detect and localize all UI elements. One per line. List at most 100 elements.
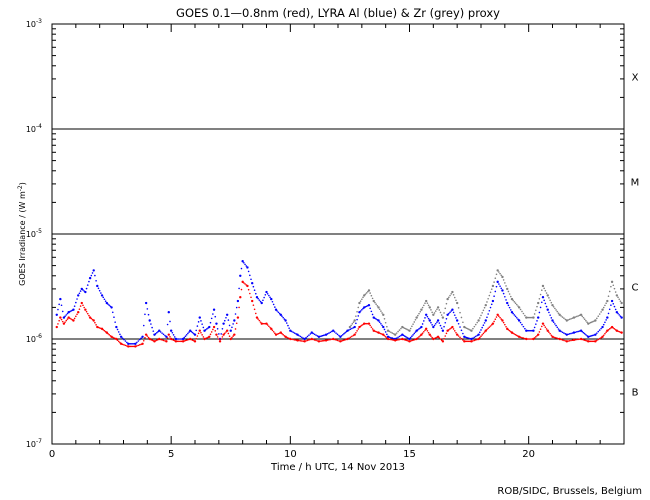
data-point	[377, 319, 380, 322]
data-dot	[66, 312, 69, 315]
data-dot	[188, 331, 190, 333]
data-dot	[423, 320, 425, 322]
data-dot	[530, 338, 532, 340]
data-dot	[108, 304, 110, 307]
data-point	[587, 340, 590, 343]
data-dot	[560, 338, 562, 341]
data-dot	[526, 338, 529, 340]
data-dot	[482, 332, 485, 335]
data-dot	[604, 321, 606, 324]
data-dot	[582, 316, 585, 319]
data-dot	[489, 306, 492, 309]
data-dot	[85, 287, 88, 290]
flare-class-labels: B C M X	[631, 73, 640, 399]
data-dot	[238, 306, 240, 309]
data-dot	[405, 328, 407, 330]
data-dot	[298, 334, 300, 337]
data-dot	[388, 338, 391, 341]
data-dot	[412, 323, 414, 325]
data-dot	[380, 322, 382, 325]
data-dot	[146, 308, 149, 310]
data-dot	[384, 336, 387, 338]
data-dot	[502, 321, 505, 324]
data-dot	[482, 324, 485, 327]
data-dot	[612, 284, 615, 287]
data-dot	[403, 327, 406, 330]
data-dot	[162, 333, 165, 336]
data-point	[594, 333, 597, 336]
data-point	[428, 319, 431, 322]
data-dot	[371, 313, 374, 316]
data-dot	[526, 316, 529, 319]
data-point	[229, 337, 232, 341]
data-point	[601, 335, 604, 338]
data-dot	[288, 327, 290, 329]
data-dot	[592, 340, 594, 343]
data-dot	[196, 335, 199, 337]
data-dot	[540, 325, 543, 328]
data-dot	[107, 303, 109, 305]
data-dot	[568, 339, 571, 342]
y-tick-label-3: 10-3	[26, 18, 42, 29]
data-dot	[597, 330, 600, 333]
data-dot	[602, 334, 605, 337]
data-point	[551, 303, 554, 307]
data-dot	[427, 331, 430, 334]
y-axis-label-close: )	[18, 182, 27, 185]
data-point	[367, 322, 371, 325]
data-dot	[494, 290, 497, 293]
data-dot	[570, 317, 572, 320]
data-point	[386, 337, 390, 341]
data-dot	[519, 336, 522, 339]
data-dot	[517, 318, 519, 320]
data-dot	[563, 332, 565, 334]
data-point	[532, 329, 535, 332]
data-dot	[85, 310, 88, 313]
data-dot	[343, 332, 345, 335]
data-dot	[479, 317, 481, 319]
data-dot	[210, 331, 213, 333]
data-dot	[513, 314, 516, 316]
data-point	[167, 311, 170, 314]
data-dot	[364, 306, 367, 308]
data-point	[470, 329, 473, 332]
data-dot	[82, 289, 84, 291]
data-dot	[598, 337, 601, 340]
data-dot	[507, 328, 510, 331]
data-dot	[536, 305, 538, 308]
data-dot	[169, 336, 171, 338]
data-point	[158, 337, 161, 341]
data-point	[546, 329, 549, 332]
data-dot	[427, 304, 430, 307]
data-dot	[374, 317, 376, 320]
data-dot	[581, 315, 584, 318]
data-point	[169, 329, 173, 332]
data-dot	[90, 317, 93, 320]
data-dot	[414, 318, 417, 321]
data-dot	[602, 323, 605, 326]
data-dot	[411, 339, 413, 342]
data-dot	[561, 339, 564, 341]
data-dot	[214, 315, 217, 318]
data-dot	[417, 337, 419, 339]
data-dot	[608, 308, 611, 311]
data-point	[239, 274, 242, 277]
data-dot	[498, 315, 500, 318]
data-point	[496, 280, 499, 284]
data-dot	[598, 313, 601, 315]
data-point	[446, 313, 449, 316]
data-dot	[159, 331, 162, 333]
data-dot	[613, 328, 616, 330]
data-dot	[426, 329, 429, 332]
data-dot	[567, 340, 570, 342]
data-dot	[483, 306, 486, 309]
data-dot	[529, 316, 531, 319]
data-dot	[417, 314, 419, 317]
data-dot	[300, 336, 303, 339]
flare-class-C: C	[632, 283, 639, 294]
data-point	[222, 322, 225, 325]
data-point	[432, 325, 435, 329]
data-point	[77, 311, 80, 314]
data-dot	[196, 325, 199, 327]
data-dot	[596, 317, 598, 320]
